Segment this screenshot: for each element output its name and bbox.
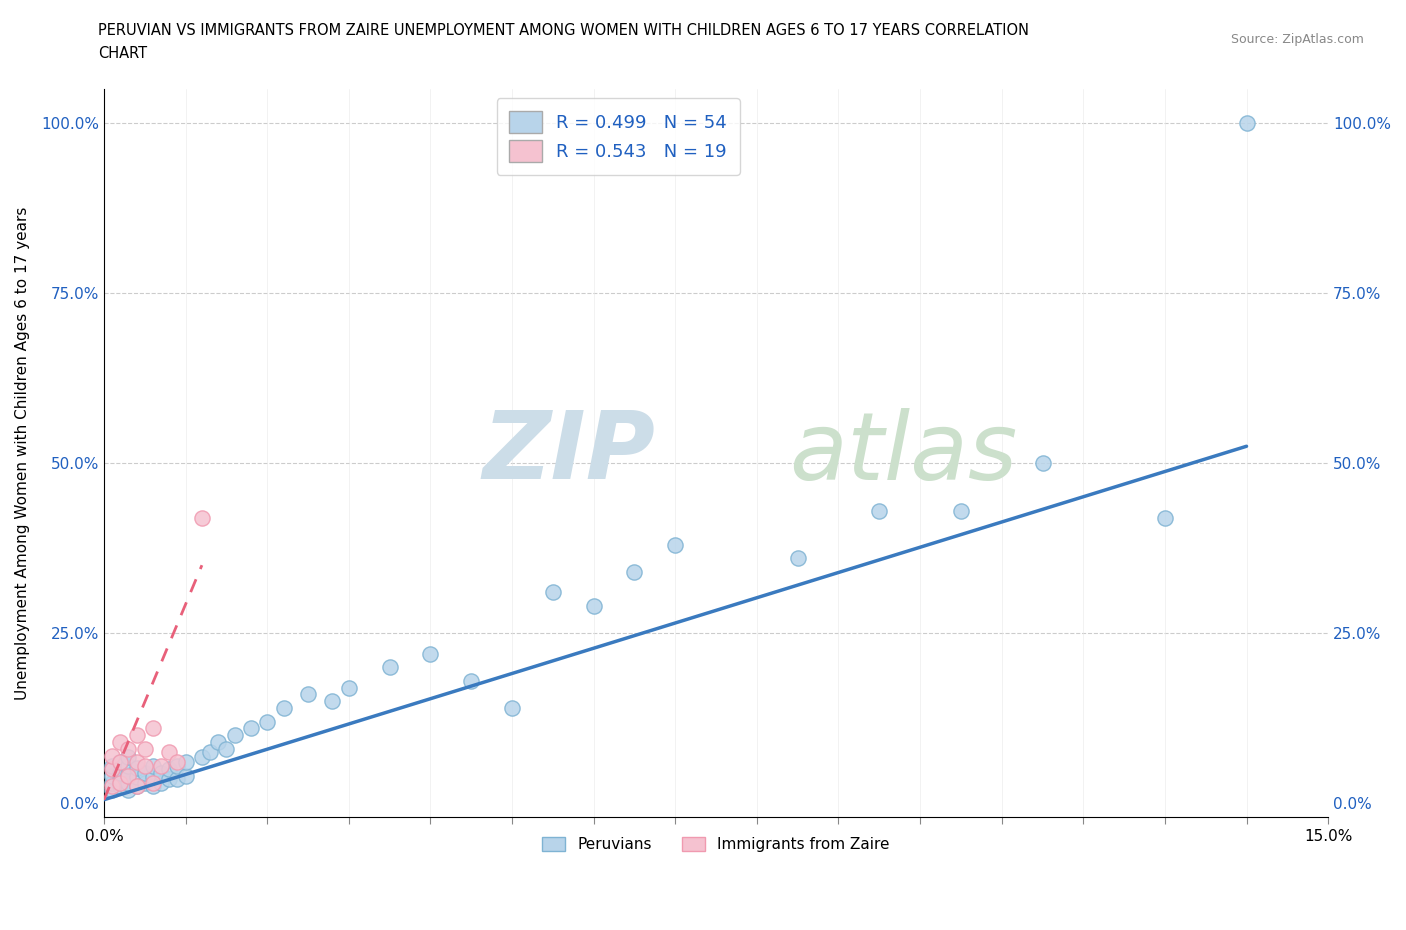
- Point: [198, 745, 221, 760]
- Point: [174, 755, 197, 770]
- Point: [117, 741, 139, 756]
- Point: [101, 768, 124, 783]
- Point: [150, 776, 173, 790]
- Point: [273, 700, 295, 715]
- Point: [191, 511, 214, 525]
- Point: [297, 687, 319, 702]
- Point: [110, 772, 132, 787]
- Point: [142, 758, 165, 773]
- Point: [110, 755, 132, 770]
- Point: [868, 503, 890, 518]
- Text: PERUVIAN VS IMMIGRANTS FROM ZAIRE UNEMPLOYMENT AMONG WOMEN WITH CHILDREN AGES 6 : PERUVIAN VS IMMIGRANTS FROM ZAIRE UNEMPL…: [98, 23, 1029, 38]
- Point: [101, 758, 124, 773]
- Point: [157, 745, 180, 760]
- Point: [174, 768, 197, 783]
- Point: [150, 765, 173, 780]
- Point: [239, 721, 262, 736]
- Point: [1236, 116, 1258, 131]
- Point: [110, 778, 132, 793]
- Point: [142, 776, 165, 790]
- Point: [125, 770, 148, 785]
- Point: [786, 551, 808, 565]
- Point: [166, 758, 188, 773]
- Point: [101, 776, 124, 790]
- Point: [134, 741, 156, 756]
- Point: [101, 748, 124, 763]
- Point: [134, 765, 156, 780]
- Point: [117, 750, 139, 764]
- Point: [110, 765, 132, 780]
- Point: [207, 735, 229, 750]
- Text: atlas: atlas: [790, 407, 1018, 498]
- Y-axis label: Unemployment Among Women with Children Ages 6 to 17 years: Unemployment Among Women with Children A…: [15, 206, 30, 699]
- Point: [337, 680, 360, 695]
- Point: [166, 755, 188, 770]
- Point: [157, 772, 180, 787]
- Point: [142, 770, 165, 785]
- Point: [125, 761, 148, 776]
- Point: [501, 700, 523, 715]
- Point: [224, 727, 246, 742]
- Point: [142, 778, 165, 793]
- Point: [191, 750, 214, 764]
- Point: [125, 727, 148, 742]
- Point: [134, 758, 156, 773]
- Point: [117, 776, 139, 790]
- Point: [134, 776, 156, 790]
- Point: [582, 599, 605, 614]
- Point: [117, 767, 139, 782]
- Text: Source: ZipAtlas.com: Source: ZipAtlas.com: [1230, 33, 1364, 46]
- Point: [623, 565, 645, 579]
- Point: [157, 762, 180, 777]
- Point: [117, 768, 139, 783]
- Point: [101, 778, 124, 793]
- Point: [125, 778, 148, 793]
- Point: [166, 772, 188, 787]
- Point: [215, 741, 238, 756]
- Point: [321, 694, 343, 709]
- Point: [378, 659, 401, 674]
- Point: [101, 762, 124, 777]
- Point: [541, 585, 564, 600]
- Point: [460, 673, 482, 688]
- Point: [125, 755, 148, 770]
- Point: [150, 758, 173, 773]
- Point: [256, 714, 278, 729]
- Point: [110, 776, 132, 790]
- Text: ZIP: ZIP: [482, 407, 655, 499]
- Point: [419, 646, 441, 661]
- Point: [110, 755, 132, 770]
- Point: [1154, 511, 1177, 525]
- Point: [110, 735, 132, 750]
- Text: CHART: CHART: [98, 46, 148, 61]
- Point: [142, 721, 165, 736]
- Point: [117, 758, 139, 773]
- Legend: Peruvians, Immigrants from Zaire: Peruvians, Immigrants from Zaire: [534, 830, 897, 860]
- Point: [949, 503, 972, 518]
- Point: [664, 538, 686, 552]
- Point: [125, 778, 148, 793]
- Point: [101, 782, 124, 797]
- Point: [117, 782, 139, 797]
- Point: [1031, 456, 1053, 471]
